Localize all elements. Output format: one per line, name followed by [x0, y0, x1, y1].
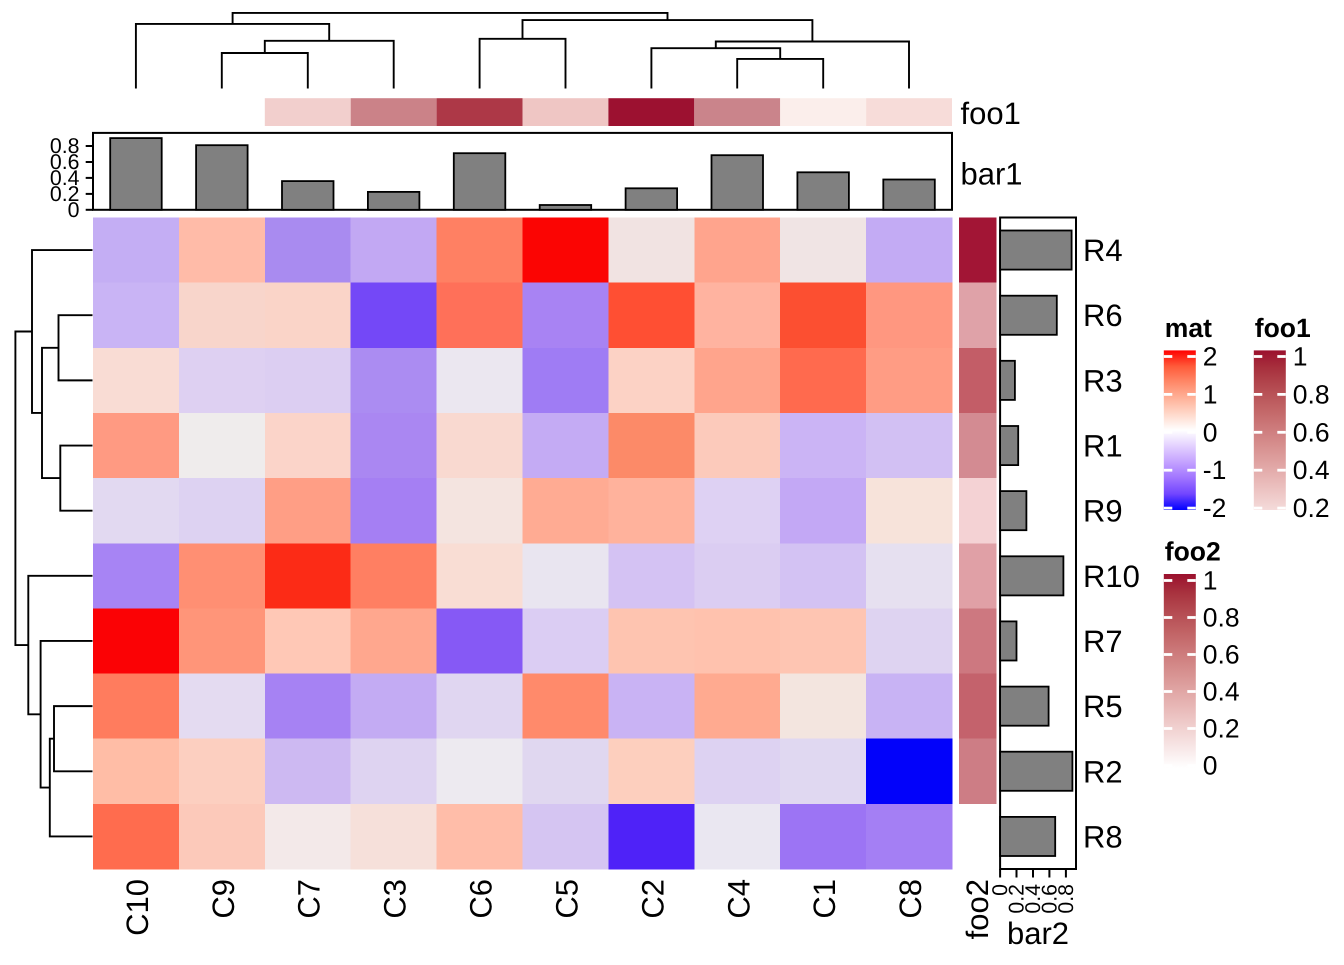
- svg-text:R1: R1: [1083, 429, 1123, 464]
- svg-text:0: 0: [1203, 417, 1218, 447]
- svg-text:0.6: 0.6: [1203, 640, 1240, 670]
- svg-text:0.8: 0.8: [1293, 379, 1330, 409]
- svg-text:0.8: 0.8: [50, 134, 80, 158]
- svg-text:R6: R6: [1083, 298, 1123, 333]
- svg-text:-1: -1: [1203, 455, 1227, 485]
- svg-text:R2: R2: [1083, 754, 1123, 789]
- svg-text:foo2: foo2: [1165, 537, 1221, 567]
- svg-text:1: 1: [1293, 342, 1308, 372]
- svg-text:0.8: 0.8: [1203, 603, 1240, 633]
- svg-text:0.2: 0.2: [1293, 493, 1330, 523]
- svg-text:R5: R5: [1083, 689, 1123, 724]
- svg-text:C3: C3: [378, 879, 413, 919]
- svg-text:0.4: 0.4: [50, 166, 80, 190]
- svg-text:R4: R4: [1083, 233, 1123, 268]
- svg-text:0.4: 0.4: [1293, 455, 1330, 485]
- svg-text:C8: C8: [893, 879, 928, 919]
- svg-text:R3: R3: [1083, 363, 1123, 398]
- svg-text:C2: C2: [635, 879, 670, 919]
- svg-text:R8: R8: [1083, 819, 1123, 854]
- svg-text:C9: C9: [206, 879, 241, 919]
- svg-text:C1: C1: [807, 879, 842, 919]
- svg-text:0.2: 0.2: [50, 182, 80, 206]
- svg-text:C5: C5: [550, 879, 585, 919]
- svg-text:C6: C6: [464, 879, 499, 919]
- svg-text:0.6: 0.6: [1037, 884, 1061, 914]
- svg-text:1: 1: [1203, 566, 1218, 596]
- svg-text:0.6: 0.6: [50, 150, 80, 174]
- svg-text:C4: C4: [721, 879, 756, 919]
- svg-text:R7: R7: [1083, 624, 1123, 659]
- svg-text:0.4: 0.4: [1021, 884, 1045, 914]
- svg-text:foo2: foo2: [960, 879, 995, 939]
- svg-text:bar1: bar1: [961, 156, 1023, 191]
- svg-text:0.2: 0.2: [1005, 884, 1029, 914]
- svg-text:0: 0: [1203, 751, 1218, 781]
- svg-text:0.8: 0.8: [1054, 884, 1078, 914]
- svg-text:0.2: 0.2: [1203, 714, 1240, 744]
- svg-text:0.6: 0.6: [1293, 417, 1330, 447]
- svg-text:foo1: foo1: [1255, 313, 1311, 343]
- svg-text:-2: -2: [1203, 493, 1227, 523]
- svg-text:foo1: foo1: [961, 96, 1021, 131]
- svg-text:R10: R10: [1083, 559, 1140, 594]
- svg-text:1: 1: [1203, 379, 1218, 409]
- svg-text:R9: R9: [1083, 494, 1123, 529]
- svg-text:bar2: bar2: [1007, 916, 1069, 951]
- svg-text:C10: C10: [120, 879, 155, 936]
- svg-text:0.4: 0.4: [1203, 677, 1240, 707]
- svg-text:C7: C7: [292, 879, 327, 919]
- svg-text:mat: mat: [1165, 313, 1212, 343]
- svg-text:2: 2: [1203, 342, 1218, 372]
- svg-text:0: 0: [988, 884, 1012, 896]
- svg-text:0: 0: [68, 198, 80, 222]
